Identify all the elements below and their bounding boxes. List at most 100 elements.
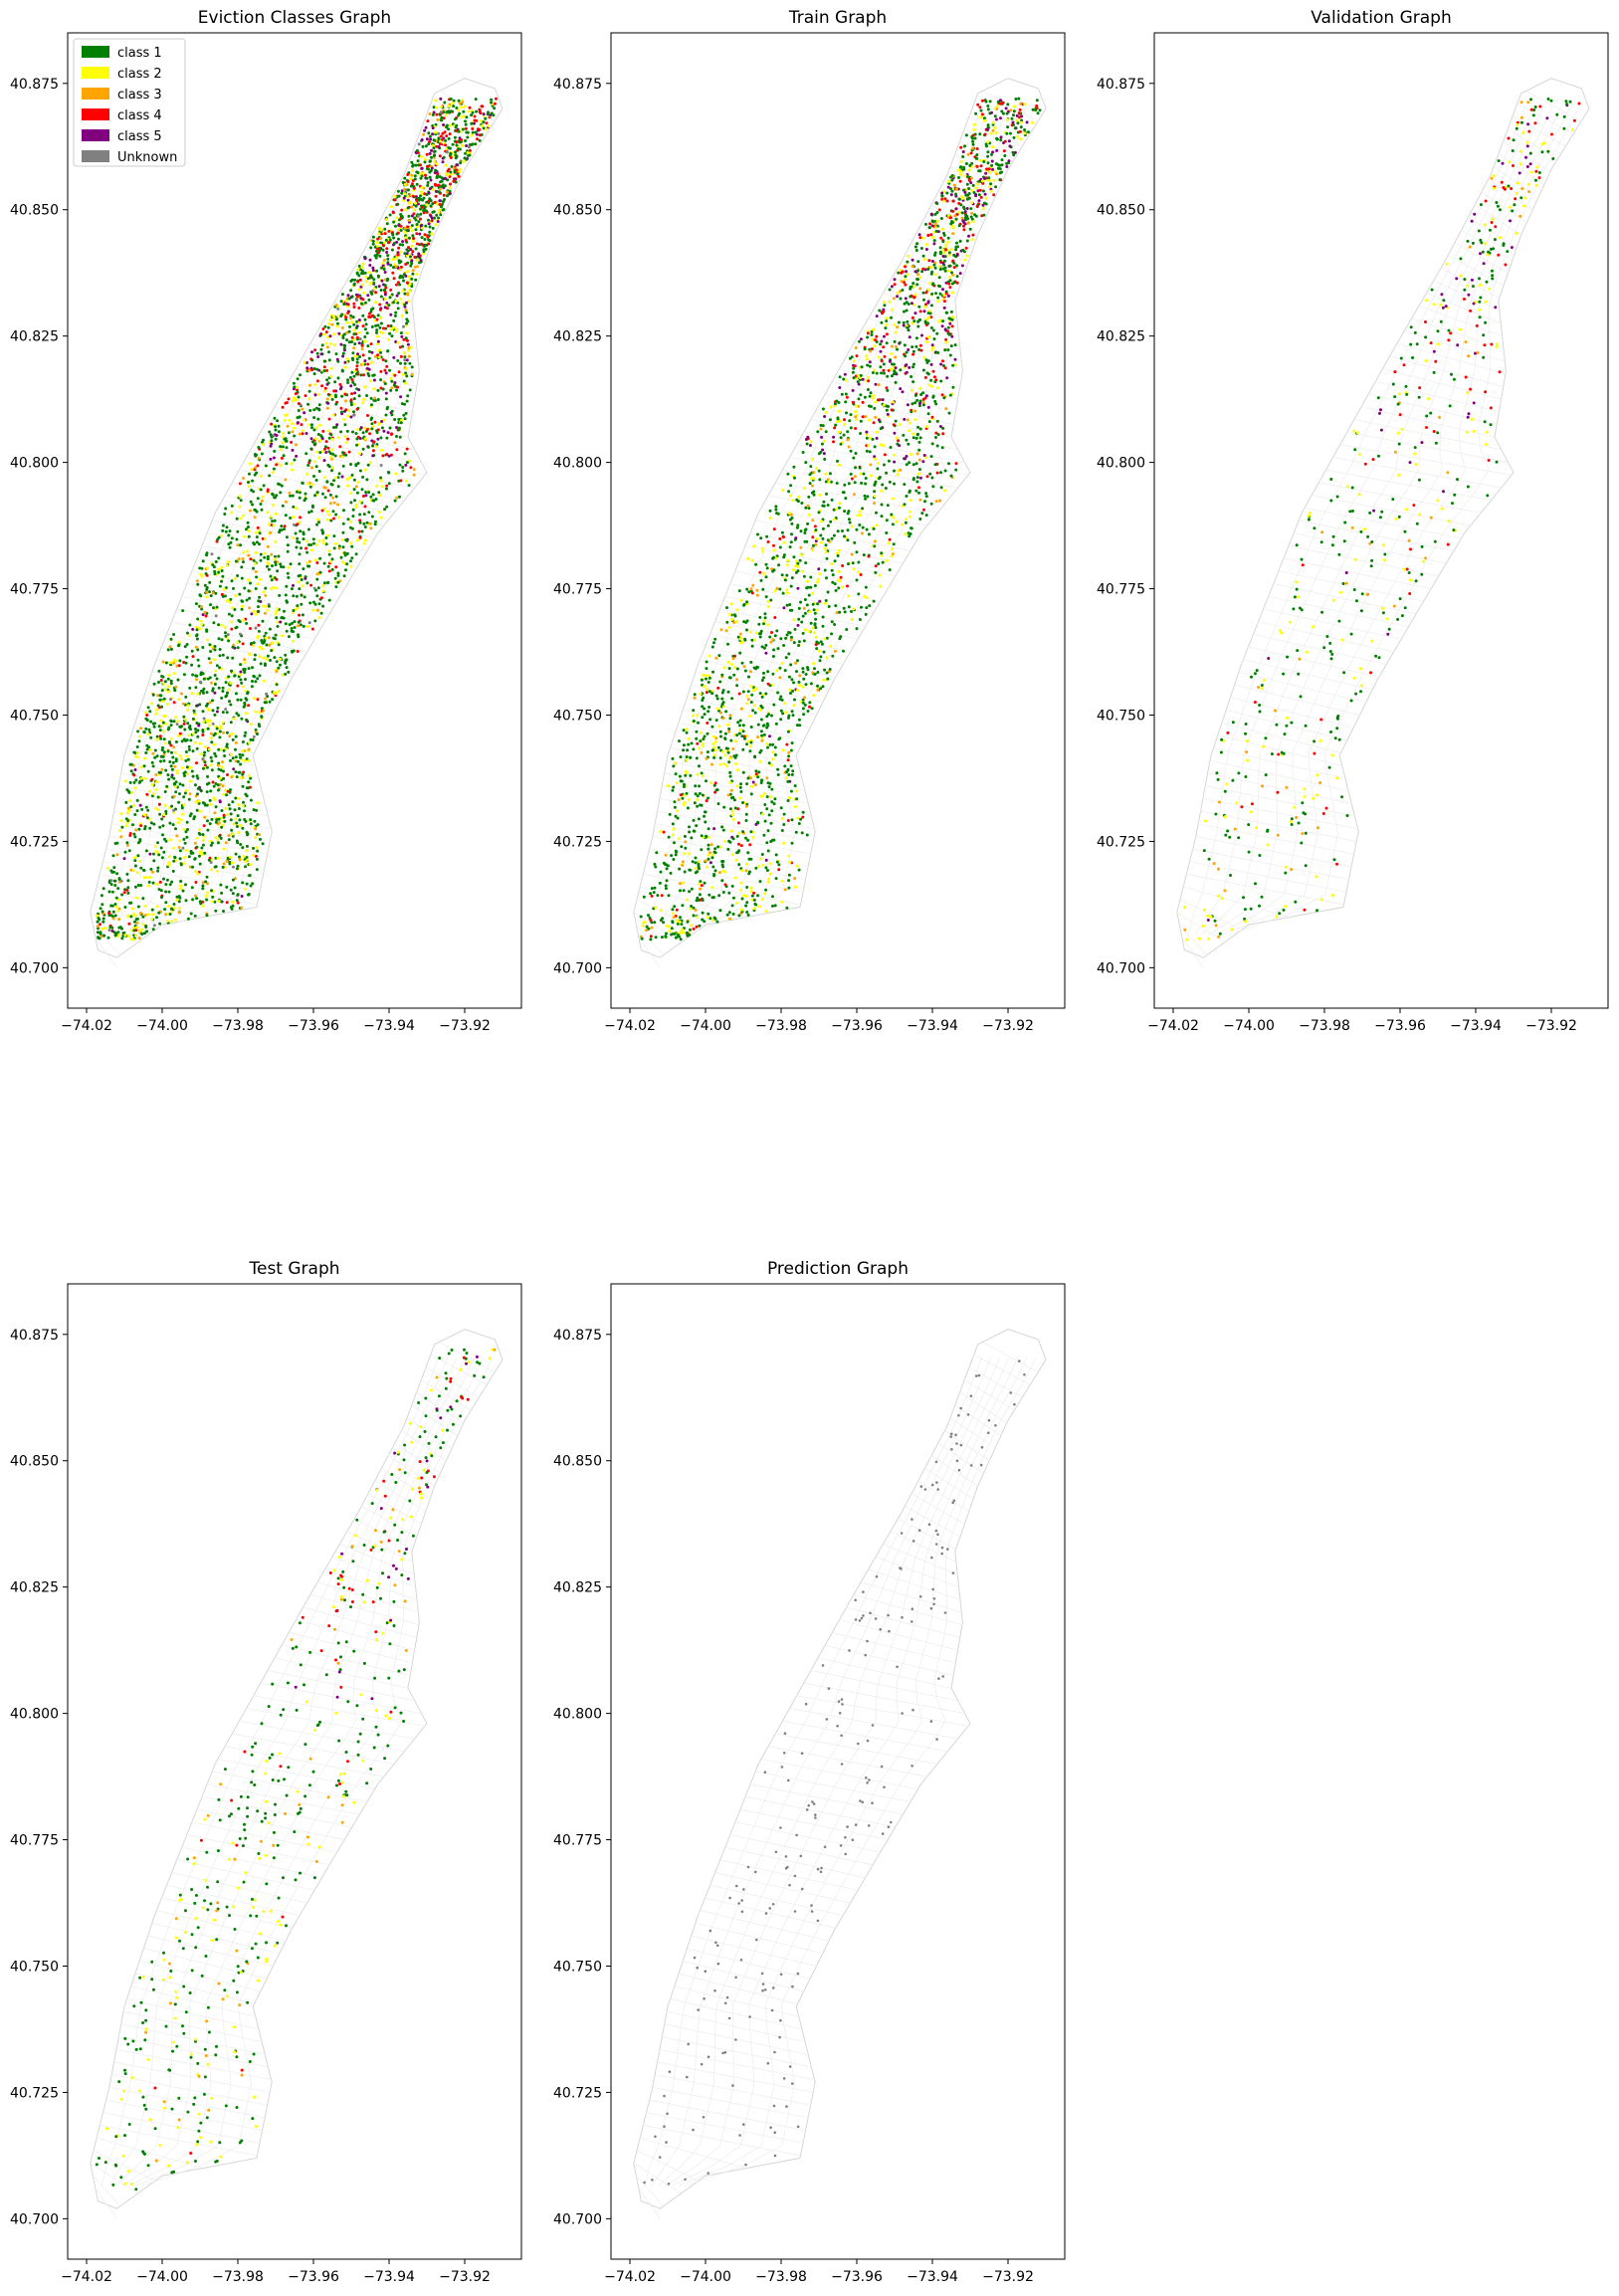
point-class-1 (439, 213, 443, 217)
point-class-1 (449, 170, 453, 174)
point-class-1 (388, 368, 392, 372)
street-line (274, 406, 409, 438)
point-class-1 (924, 514, 928, 518)
point-class-1 (334, 585, 338, 589)
legend-entry-class-5: class 5 (82, 129, 162, 144)
point-class-4 (975, 147, 979, 150)
point-class-5 (309, 437, 313, 441)
point-class-1 (134, 918, 138, 922)
point-class-1 (239, 843, 243, 846)
point-class-1 (397, 417, 401, 421)
point-class-2 (135, 871, 139, 875)
point-class-3 (390, 386, 394, 390)
point-class-1 (221, 865, 225, 869)
point-class-2 (222, 587, 226, 591)
point-class-1 (885, 341, 889, 345)
point-class-5 (133, 768, 137, 771)
point-class-1 (354, 372, 358, 376)
point-class-1 (803, 611, 807, 615)
point-class-2 (419, 154, 423, 158)
point-class-1 (673, 805, 677, 809)
point-class-4 (411, 250, 415, 254)
point-class-5 (343, 360, 347, 364)
point-class-1 (283, 609, 286, 613)
point-class-1 (911, 402, 914, 406)
point-class-1 (229, 540, 233, 544)
point-class-3 (382, 258, 386, 262)
point-class-4 (424, 173, 427, 177)
point-class-1 (384, 238, 388, 242)
point-class-2 (292, 516, 296, 519)
point-class-1 (235, 821, 239, 825)
point-class-1 (397, 428, 401, 432)
point-class-1 (330, 557, 334, 561)
point-class-2 (281, 673, 285, 677)
point-class-2 (225, 563, 229, 567)
point-class-1 (217, 556, 221, 560)
point-class-1 (405, 399, 409, 403)
point-class-1 (278, 593, 282, 597)
point-class-1 (744, 812, 748, 816)
point-class-5 (911, 302, 913, 306)
point-class-2 (385, 218, 389, 222)
point-class-2 (148, 748, 152, 752)
point-class-2 (394, 300, 398, 303)
point-class-2 (220, 667, 224, 671)
point-class-2 (874, 457, 878, 461)
point-class-2 (734, 620, 738, 624)
point-class-1 (212, 565, 216, 569)
point-class-2 (413, 208, 417, 212)
point-class-2 (795, 864, 799, 868)
point-class-1 (817, 452, 821, 456)
point-class-5 (796, 586, 800, 590)
point-class-1 (185, 820, 189, 824)
point-class-1 (240, 717, 244, 721)
point-class-3 (369, 526, 373, 530)
point-class-1 (686, 748, 690, 752)
point-class-1 (226, 691, 229, 695)
point-class-2 (252, 644, 256, 648)
point-class-1 (175, 895, 179, 899)
point-class-1 (289, 517, 293, 520)
point-class-1 (225, 744, 229, 748)
point-class-4 (449, 156, 453, 159)
point-class-3 (222, 731, 225, 734)
point-class-2 (363, 437, 367, 441)
point-class-3 (156, 694, 160, 698)
point-class-1 (195, 637, 199, 641)
point-class-2 (252, 697, 256, 701)
point-class-1 (232, 586, 235, 590)
point-class-3 (111, 917, 115, 921)
point-class-2 (690, 924, 694, 928)
point-class-1 (415, 223, 419, 226)
point-class-5 (371, 269, 375, 273)
point-class-1 (946, 348, 950, 352)
point-class-2 (859, 514, 863, 518)
point-class-4 (326, 489, 330, 493)
point-class-2 (193, 740, 197, 744)
point-class-3 (137, 937, 141, 940)
point-class-1 (383, 227, 387, 231)
point-class-4 (772, 527, 776, 531)
point-class-1 (312, 442, 316, 446)
point-class-2 (377, 511, 381, 514)
point-class-2 (281, 634, 284, 638)
point-class-2 (407, 348, 411, 352)
point-class-1 (1012, 135, 1016, 139)
point-class-1 (406, 394, 410, 398)
point-class-1 (760, 853, 764, 856)
point-class-2 (793, 805, 797, 809)
point-class-5 (364, 494, 368, 498)
point-class-2 (239, 517, 243, 521)
point-class-4 (355, 367, 359, 371)
point-class-4 (257, 623, 261, 627)
point-class-1 (403, 176, 407, 180)
y-tick-label: 40.775 (10, 582, 59, 598)
point-class-6 (201, 757, 205, 761)
point-class-1 (178, 659, 182, 663)
point-class-4 (923, 375, 927, 379)
point-class-3 (288, 491, 292, 495)
point-class-5 (269, 457, 273, 461)
point-class-2 (237, 796, 241, 800)
point-class-3 (677, 798, 681, 802)
